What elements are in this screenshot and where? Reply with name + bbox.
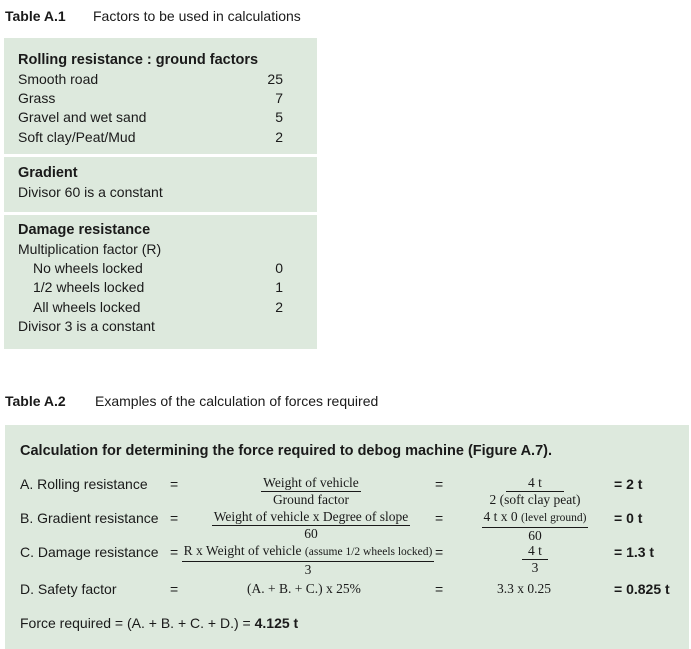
equals-sign: = (170, 581, 179, 597)
force-label: Force required = (A. + B. + C. + D.) = (20, 615, 255, 631)
formula-denominator: 3 (304, 562, 312, 577)
force-required: Force required = (A. + B. + C. + D.) = 4… (20, 615, 298, 631)
safety-calc: 3.3 x 0.25 (497, 581, 551, 596)
calc-label: A. Rolling resistance (20, 476, 148, 492)
row-value: 2 (275, 128, 283, 145)
calc-row-damage: C. Damage resistance = R x Weight of veh… (5, 536, 689, 577)
panel-title: Gradient (18, 165, 78, 181)
formula-fraction: Weight of vehicle Ground factor (205, 475, 417, 508)
calc-numerator-note: (level ground) (521, 512, 587, 524)
equals-sign: = (170, 476, 179, 492)
calculation-panel: Calculation for determining the force re… (5, 425, 689, 649)
formula-numerator: R x Weight of vehicle (assume 1/2 wheels… (181, 543, 435, 562)
row-value: 25 (267, 71, 283, 87)
row-label: Soft clay/Peat/Mud (18, 128, 136, 145)
table-number: Table A.1 (5, 8, 66, 24)
formula-fraction: R x Weight of vehicle (assume 1/2 wheels… (177, 543, 439, 578)
formula-fraction: Weight of vehicle x Degree of slope 60 (195, 509, 427, 542)
calc-row-gradient: B. Gradient resistance = Weight of vehic… (5, 502, 689, 543)
calc-result: = 1.3 t (614, 544, 655, 560)
calc-row-rolling: A. Rolling resistance = Weight of vehicl… (5, 468, 689, 507)
row-label: Grass (18, 90, 56, 107)
equals-sign: = (435, 544, 444, 560)
formula-denominator: 60 (304, 526, 318, 541)
equals-sign: = (170, 544, 179, 560)
formula-denominator: Ground factor (272, 492, 350, 507)
calc-fraction: 4 t 2 (soft clay peat) (460, 475, 610, 508)
panel-note: Divisor 60 is a constant (18, 184, 163, 200)
calc-fraction: 4 t 3 (460, 543, 610, 576)
row-value: 1 (275, 279, 283, 296)
formula-numerator: Weight of vehicle x Degree of slope (211, 509, 411, 526)
calc-numerator: 4 t (522, 543, 548, 560)
calc-denominator: 60 (528, 528, 542, 543)
calc-denominator: 2 (soft clay peat) (489, 492, 581, 507)
row-label: Smooth road (18, 71, 99, 87)
calc-numerator: 4 t x 0 (level ground) (481, 509, 589, 528)
rolling-resistance-panel: Rolling resistance : ground factors Smoo… (4, 38, 317, 154)
equals-sign: = (435, 581, 444, 597)
calc-fraction: 4 t x 0 (level ground) 60 (460, 509, 610, 544)
table-row: 1/2 wheels locked 1 (18, 278, 303, 297)
panel-title: Rolling resistance : ground factors (18, 52, 259, 68)
row-label: All wheels locked (33, 298, 141, 315)
row-label: 1/2 wheels locked (33, 279, 145, 296)
panel-title: Damage resistance (18, 222, 151, 238)
formula-numerator: Weight of vehicle (261, 475, 361, 492)
calc-result: = 2 t (614, 476, 643, 492)
table-a1-caption: Table A.1 Factors to be used in calculati… (5, 8, 301, 24)
table-a2-caption: Table A.2 Examples of the calculation of … (5, 393, 378, 409)
calc-result: = 0.825 t (614, 581, 670, 597)
calc-numerator-main: 4 t x 0 (483, 509, 518, 524)
panel-note: Divisor 3 is a constant (18, 317, 155, 334)
table-title: Factors to be used in calculations (93, 8, 301, 24)
calc-result: = 0 t (614, 510, 643, 526)
calc-label: B. Gradient resistance (20, 510, 159, 526)
calc-label: D. Safety factor (20, 581, 117, 597)
safety-formula: (A. + B. + C.) x 25% (247, 581, 361, 596)
calc-label: C. Damage resistance (20, 544, 159, 560)
row-value: 7 (275, 90, 283, 107)
calc-numerator: 4 t (506, 475, 564, 492)
panel-subtitle: Multiplication factor (R) (18, 241, 162, 257)
table-row: Grass 7 (18, 89, 303, 108)
calc-denominator: 3 (531, 560, 539, 575)
row-value: 0 (275, 260, 283, 277)
table-row: Soft clay/Peat/Mud 2 (18, 128, 303, 147)
formula-numerator-main: R x Weight of vehicle (183, 543, 302, 558)
calc-row-safety: D. Safety factor = (A. + B. + C.) x 25% … (5, 573, 689, 609)
row-value: 5 (275, 109, 283, 126)
equals-sign: = (435, 510, 444, 526)
gradient-panel: Gradient Divisor 60 is a constant (4, 157, 317, 212)
formula-numerator-note: (assume 1/2 wheels locked) (304, 546, 433, 558)
table-row: All wheels locked 2 (18, 298, 303, 317)
force-value: 4.125 t (254, 615, 299, 631)
equals-sign: = (435, 476, 444, 492)
table-number: Table A.2 (5, 393, 66, 409)
calculation-heading: Calculation for determining the force re… (20, 443, 552, 459)
row-value: 2 (275, 298, 283, 315)
table-row: Gravel and wet sand 5 (18, 108, 303, 127)
table-title: Examples of the calculation of forces re… (95, 393, 379, 409)
table-row: No wheels locked 0 (18, 259, 303, 278)
damage-resistance-panel: Damage resistance Multiplication factor … (4, 215, 317, 349)
table-row: Smooth road 25 (18, 70, 303, 89)
row-label: No wheels locked (33, 260, 143, 277)
equals-sign: = (170, 510, 179, 526)
row-label: Gravel and wet sand (18, 109, 147, 126)
